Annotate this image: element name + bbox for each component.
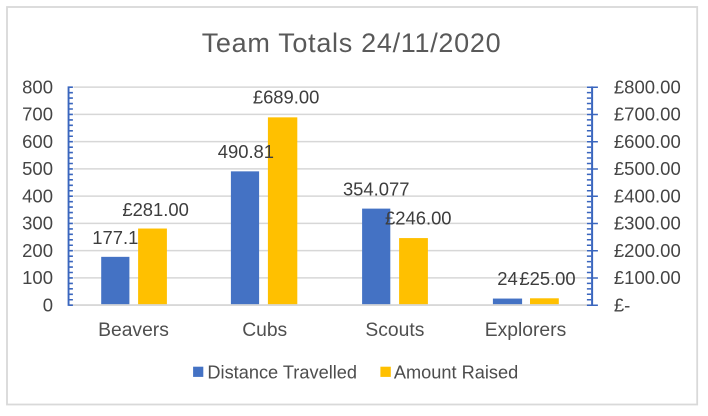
svg-text:600: 600 xyxy=(22,131,53,152)
svg-text:£200.00: £200.00 xyxy=(614,240,681,261)
svg-text:£689.00: £689.00 xyxy=(253,86,319,107)
svg-text:24: 24 xyxy=(497,268,517,289)
svg-text:Distance Travelled: Distance Travelled xyxy=(207,363,357,383)
svg-text:£-: £- xyxy=(614,294,630,315)
svg-text:177.1: 177.1 xyxy=(92,227,138,248)
svg-text:300: 300 xyxy=(22,213,53,234)
svg-text:£500.00: £500.00 xyxy=(614,158,681,179)
svg-text:Amount Raised: Amount Raised xyxy=(394,363,518,383)
svg-text:£700.00: £700.00 xyxy=(614,104,681,125)
svg-text:Cubs: Cubs xyxy=(242,320,287,341)
svg-text:£281.00: £281.00 xyxy=(122,199,188,220)
svg-text:£25.00: £25.00 xyxy=(519,268,575,289)
svg-text:700: 700 xyxy=(22,104,53,125)
svg-text:Explorers: Explorers xyxy=(485,320,566,341)
svg-text:Team Totals 24/11/2020: Team Totals 24/11/2020 xyxy=(202,28,502,58)
svg-text:£600.00: £600.00 xyxy=(614,131,681,152)
svg-text:100: 100 xyxy=(22,267,53,288)
svg-text:£100.00: £100.00 xyxy=(614,267,681,288)
svg-text:£246.00: £246.00 xyxy=(385,207,451,228)
svg-text:Scouts: Scouts xyxy=(365,320,424,341)
svg-text:£300.00: £300.00 xyxy=(614,213,681,234)
svg-text:£400.00: £400.00 xyxy=(614,185,681,206)
svg-text:490.81: 490.81 xyxy=(218,141,274,162)
svg-text:£800.00: £800.00 xyxy=(614,76,681,97)
svg-text:200: 200 xyxy=(22,240,53,261)
svg-text:800: 800 xyxy=(22,76,53,97)
svg-text:400: 400 xyxy=(22,185,53,206)
svg-text:0: 0 xyxy=(43,294,53,315)
svg-text:354.077: 354.077 xyxy=(343,179,409,200)
svg-text:Beavers: Beavers xyxy=(98,320,169,341)
svg-text:500: 500 xyxy=(22,158,53,179)
